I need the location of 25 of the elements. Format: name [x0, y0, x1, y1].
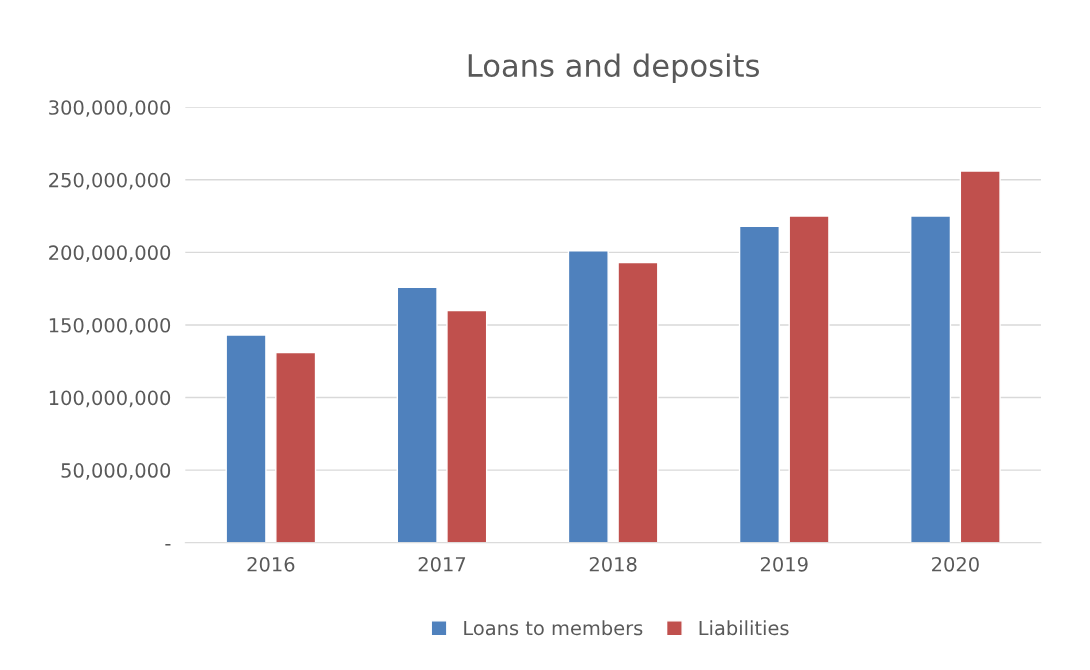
legend-label: Loans to members — [464, 620, 643, 636]
x-tick-label: 2016 — [247, 556, 295, 572]
bar — [446, 309, 488, 543]
x-tick-label: 2019 — [760, 556, 808, 572]
x-tick-label: 2020 — [932, 556, 979, 572]
y-tick-label: 50,000,000 — [61, 463, 171, 480]
bar — [396, 286, 438, 543]
bar — [959, 170, 1001, 543]
bar — [225, 334, 267, 543]
x-tick-label: 2018 — [589, 556, 637, 572]
y-tick-label: 150,000,000 — [49, 317, 171, 335]
bar — [738, 225, 780, 543]
bar — [275, 351, 317, 543]
y-tick-label: 200,000,000 — [49, 245, 171, 263]
y-tick-label: 100,000,000 — [49, 390, 171, 408]
legend-label: Liabilities — [699, 620, 789, 636]
x-tick-label: 2017 — [418, 556, 466, 572]
y-tick-label: 300,000,000 — [49, 100, 171, 117]
chart-title: Loans and deposits — [468, 53, 759, 83]
y-tick-label: - — [165, 543, 171, 546]
bar — [617, 261, 659, 543]
bar — [910, 215, 952, 543]
bar — [567, 250, 609, 543]
y-tick-label: 250,000,000 — [49, 172, 171, 190]
bar — [788, 215, 830, 543]
